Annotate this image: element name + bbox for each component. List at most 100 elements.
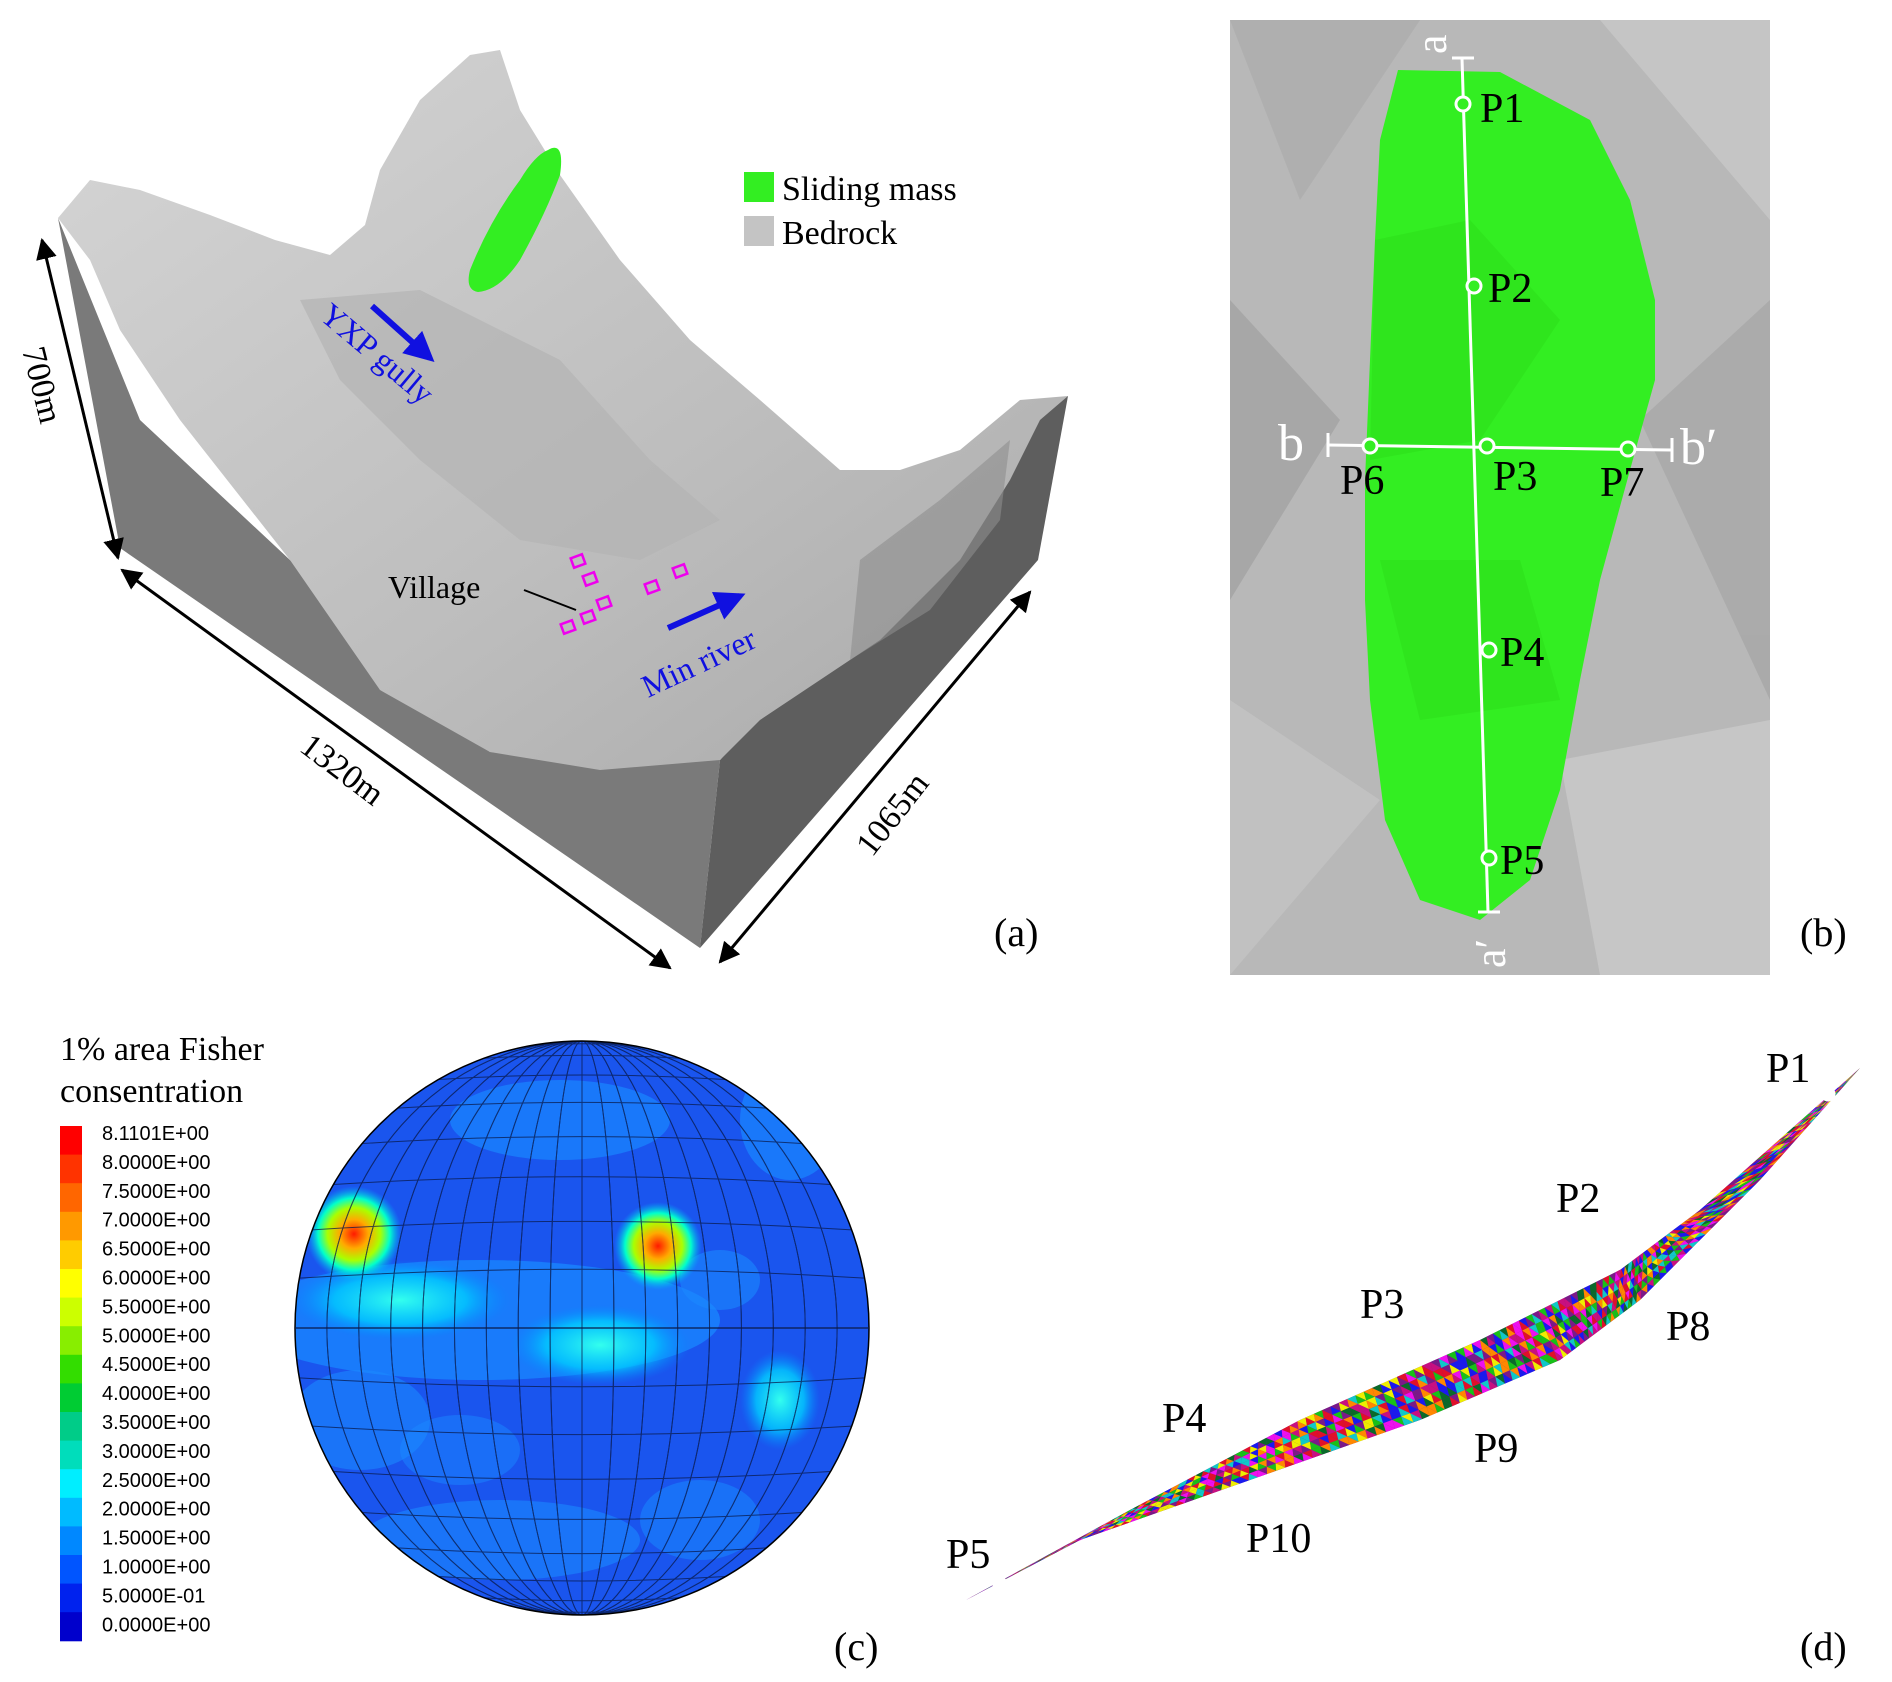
mesh-element (1712, 1195, 1728, 1204)
stereonet-parallel (483, 1054, 681, 1059)
mesh-element (1774, 1142, 1786, 1151)
mesh-element (1438, 1358, 1450, 1368)
mesh-element (1249, 1446, 1259, 1454)
mesh-element (1325, 1423, 1337, 1432)
mesh-element (1642, 1261, 1648, 1272)
mesh-element (1618, 1279, 1623, 1290)
sliding-mass-outline (1365, 70, 1655, 920)
mesh-element (1665, 1261, 1674, 1267)
mesh-element (1670, 1260, 1680, 1267)
mesh-element (1060, 1544, 1068, 1549)
mesh-element (1230, 1480, 1240, 1487)
stereonet-sphere (294, 1040, 870, 1616)
mesh-element (1446, 1387, 1458, 1397)
mesh-element (1457, 1360, 1468, 1371)
mesh-element (1583, 1285, 1591, 1296)
mesh-element (1749, 1176, 1764, 1185)
mesh-element (1636, 1289, 1642, 1300)
mesh-element (1632, 1296, 1637, 1306)
mesh-element (1330, 1406, 1341, 1415)
mesh-element (1249, 1453, 1259, 1460)
mesh-element (1619, 1305, 1624, 1316)
mesh-element (1847, 1074, 1855, 1081)
mesh-element (1021, 1565, 1029, 1570)
mesh-element (1636, 1293, 1641, 1303)
mesh-element (1614, 1279, 1620, 1290)
mesh-element (1804, 1112, 1814, 1120)
mesh-element (1111, 1520, 1120, 1525)
mesh-element (1468, 1367, 1479, 1377)
mesh-element (1306, 1425, 1318, 1434)
mesh-element (1197, 1482, 1207, 1489)
mesh-element (1283, 1452, 1294, 1460)
mesh-element (1389, 1410, 1402, 1420)
mesh-element (1741, 1164, 1756, 1173)
panel-b-monitoring-points (1361, 95, 1637, 867)
color-scale-swatch (60, 1526, 82, 1556)
mesh-element (1398, 1407, 1411, 1417)
mesh-element (1641, 1284, 1648, 1293)
mesh-element (1653, 1278, 1661, 1287)
mesh-element (1630, 1270, 1635, 1281)
mesh-element (1504, 1350, 1515, 1361)
mesh-element (1661, 1235, 1669, 1241)
mesh-element (1610, 1312, 1615, 1323)
mesh-element (1234, 1450, 1243, 1458)
mesh-element (1327, 1434, 1339, 1444)
mesh-element (986, 1585, 993, 1590)
mesh-element (1794, 1124, 1805, 1132)
mesh-element (1736, 1189, 1751, 1198)
mesh-element (1010, 1572, 1018, 1577)
mesh-element (1168, 1499, 1178, 1505)
mesh-element (1771, 1138, 1784, 1147)
mesh-element (1602, 1315, 1607, 1326)
mesh-element (1560, 1308, 1569, 1318)
mesh-element (1266, 1433, 1275, 1442)
mesh-element (1166, 1504, 1176, 1510)
terrain-facet (1560, 720, 1770, 975)
mesh-element (1320, 1446, 1332, 1455)
mesh-element (1642, 1252, 1648, 1262)
point-label-p3: P3 (1493, 454, 1537, 500)
color-scale-value-label: 5.0000E-01 (102, 1585, 205, 1607)
mesh-element (1663, 1255, 1671, 1262)
mesh-element (1224, 1467, 1233, 1474)
mesh-element (1596, 1278, 1603, 1289)
mesh-element (1266, 1466, 1277, 1474)
mesh-element (1652, 1270, 1660, 1279)
mesh-element (1436, 1377, 1447, 1388)
mesh-element (1630, 1277, 1635, 1287)
mesh-element (1257, 1459, 1267, 1467)
mesh-element (1578, 1298, 1586, 1309)
stereonet-parallel (312, 1220, 852, 1231)
mesh-element (1441, 1368, 1452, 1378)
mesh-element (1841, 1080, 1849, 1087)
mesh-element (1317, 1426, 1328, 1435)
mesh-element (1201, 1471, 1210, 1477)
mesh-element (1401, 1413, 1414, 1423)
mesh-element (1431, 1390, 1442, 1400)
mesh-element (1241, 1453, 1250, 1460)
mesh-element (1075, 1536, 1083, 1541)
mesh-element (1283, 1441, 1293, 1449)
mesh-element (1749, 1176, 1764, 1185)
mesh-element (1671, 1241, 1680, 1246)
mesh-element (1674, 1245, 1683, 1251)
scale-title-line1: 1% area Fisher (60, 1031, 265, 1068)
mesh-element (1275, 1459, 1286, 1468)
mesh-element (1171, 1494, 1181, 1500)
mesh-element (1790, 1125, 1801, 1133)
mesh-element (1188, 1486, 1198, 1492)
mesh-element (1033, 1561, 1040, 1565)
mesh-element (1640, 1289, 1648, 1300)
mesh-element (1730, 1195, 1745, 1204)
point-label-p5: P5 (946, 1532, 990, 1578)
mesh-element (1283, 1448, 1294, 1457)
mesh-element (1394, 1395, 1407, 1405)
mesh-element (1163, 1497, 1172, 1503)
mesh-element (1240, 1473, 1250, 1481)
mesh-element (1800, 1113, 1812, 1121)
mesh-element (1193, 1476, 1202, 1483)
mesh-element (1413, 1369, 1425, 1379)
